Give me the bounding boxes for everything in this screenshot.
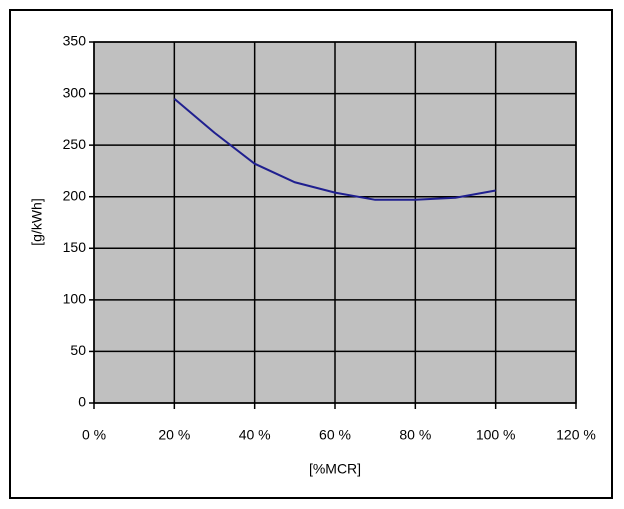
y-tick-label: 350 — [63, 33, 87, 49]
x-tick-label: 0 % — [82, 427, 106, 443]
x-tick-label: 80 % — [399, 427, 431, 443]
y-tick-label: 300 — [63, 84, 87, 100]
y-tick-label: 250 — [63, 136, 87, 152]
data-line — [173, 97, 496, 201]
x-tick-label: 20 % — [158, 427, 190, 443]
y-tick-label: 100 — [63, 291, 87, 307]
x-tick-label: 100 % — [476, 427, 516, 443]
y-tick-label: 0 — [78, 394, 86, 410]
y-axis-label: [g/kWh] — [29, 198, 45, 245]
x-tick-label: 60 % — [319, 427, 351, 443]
y-tick-label: 50 — [70, 342, 86, 358]
x-tick-label: 120 % — [556, 427, 596, 443]
x-tick-label: 40 % — [239, 427, 271, 443]
y-tick-label: 200 — [63, 187, 87, 203]
x-axis-label: [%MCR] — [309, 461, 361, 477]
y-tick-label: 150 — [63, 239, 87, 255]
